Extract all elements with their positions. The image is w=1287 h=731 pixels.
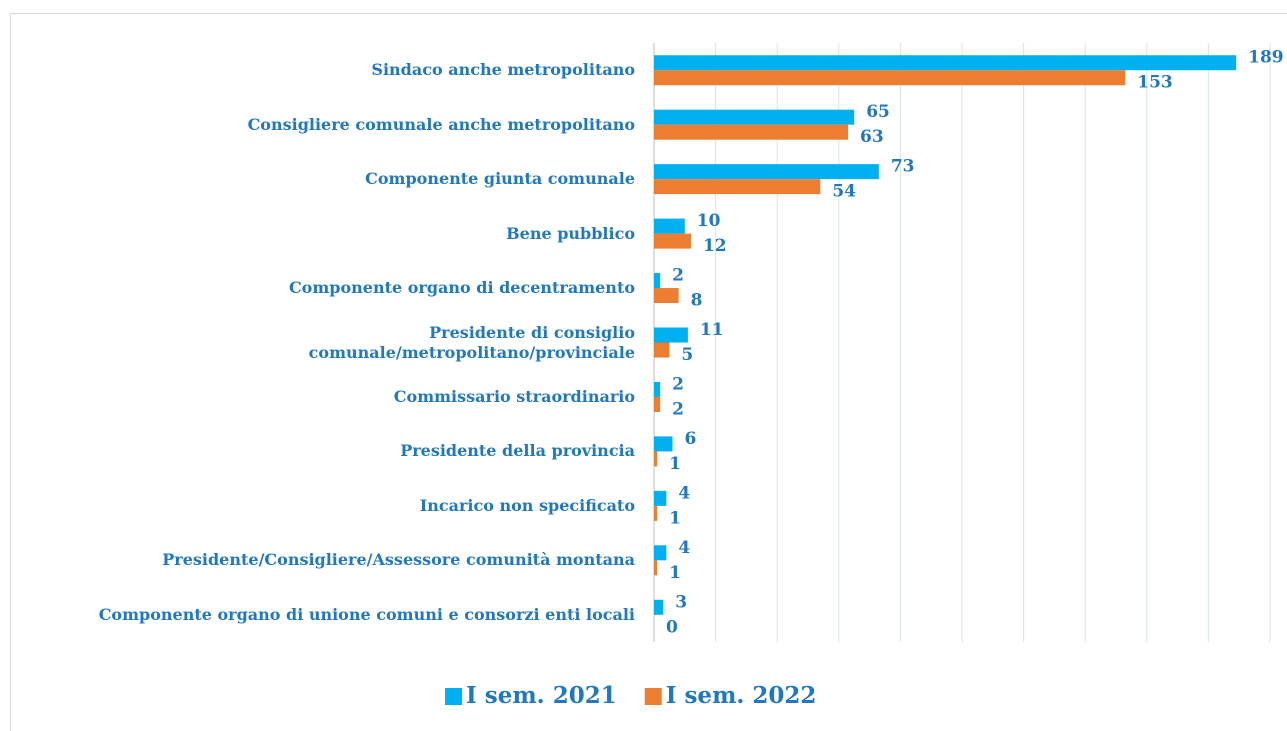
y-tick-label: Sindaco anche metropolitano (371, 60, 635, 80)
legend-label: I sem. 2022 (666, 682, 817, 709)
bar (654, 288, 679, 304)
bar (654, 327, 688, 343)
bar (654, 55, 1237, 71)
data-label: 2 (672, 374, 684, 394)
data-label: 63 (860, 127, 884, 147)
y-tick-label: Presidente/Consigliere/Assessore comunit… (162, 550, 635, 570)
y-tick-label: Consigliere comunale anche metropolitano (247, 114, 635, 134)
bar (654, 560, 658, 576)
bar (654, 505, 658, 521)
data-label: 1 (669, 454, 681, 474)
data-label: 12 (703, 236, 727, 256)
bar (654, 273, 661, 289)
data-label: 1 (669, 563, 681, 583)
data-label: 73 (891, 157, 915, 177)
bar (654, 233, 691, 249)
data-label: 65 (866, 102, 890, 122)
data-label: 153 (1137, 73, 1173, 93)
bar (654, 599, 664, 615)
data-label: 0 (666, 617, 678, 637)
bar (654, 218, 685, 234)
data-label: 2 (672, 266, 684, 286)
bar (654, 436, 673, 452)
bar (654, 179, 821, 195)
y-tick-label: Bene pubblico (506, 223, 635, 243)
legend-swatch (644, 688, 662, 705)
data-label: 4 (678, 483, 690, 503)
bar (654, 396, 661, 412)
legend-swatch (445, 688, 462, 705)
bar (654, 342, 670, 358)
data-label: 8 (691, 291, 703, 311)
bar (654, 490, 667, 506)
data-label: 4 (678, 538, 690, 558)
y-tick-label: Componente organo di unione comuni e con… (98, 604, 635, 624)
y-tick-label: Componente organo di decentramento (288, 278, 635, 298)
legend-label: I sem. 2021 (466, 682, 617, 709)
data-label: 189 (1248, 48, 1284, 68)
chart-frame (10, 13, 1287, 731)
y-tick-label: Incarico non specificato (419, 495, 635, 515)
bar (654, 70, 1126, 86)
bar (654, 124, 849, 140)
data-label: 54 (832, 182, 856, 202)
data-label: 3 (675, 592, 687, 612)
y-tick-label: Commissario straordinario (393, 386, 635, 406)
data-label: 5 (681, 345, 693, 365)
data-label: 10 (697, 211, 721, 231)
y-tick-label: Presidente della provincia (400, 441, 635, 461)
bar (654, 545, 667, 561)
data-label: 1 (669, 508, 681, 528)
bar (654, 451, 658, 467)
y-tick-label: Componente giunta comunale (365, 169, 635, 189)
bar (654, 164, 879, 180)
data-label: 2 (672, 399, 684, 419)
data-label: 6 (684, 429, 696, 449)
data-label: 11 (700, 320, 724, 340)
bar (654, 381, 661, 397)
bar (654, 109, 855, 125)
y-tick-label: Presidente di consiglio comunale/metropo… (308, 322, 635, 362)
